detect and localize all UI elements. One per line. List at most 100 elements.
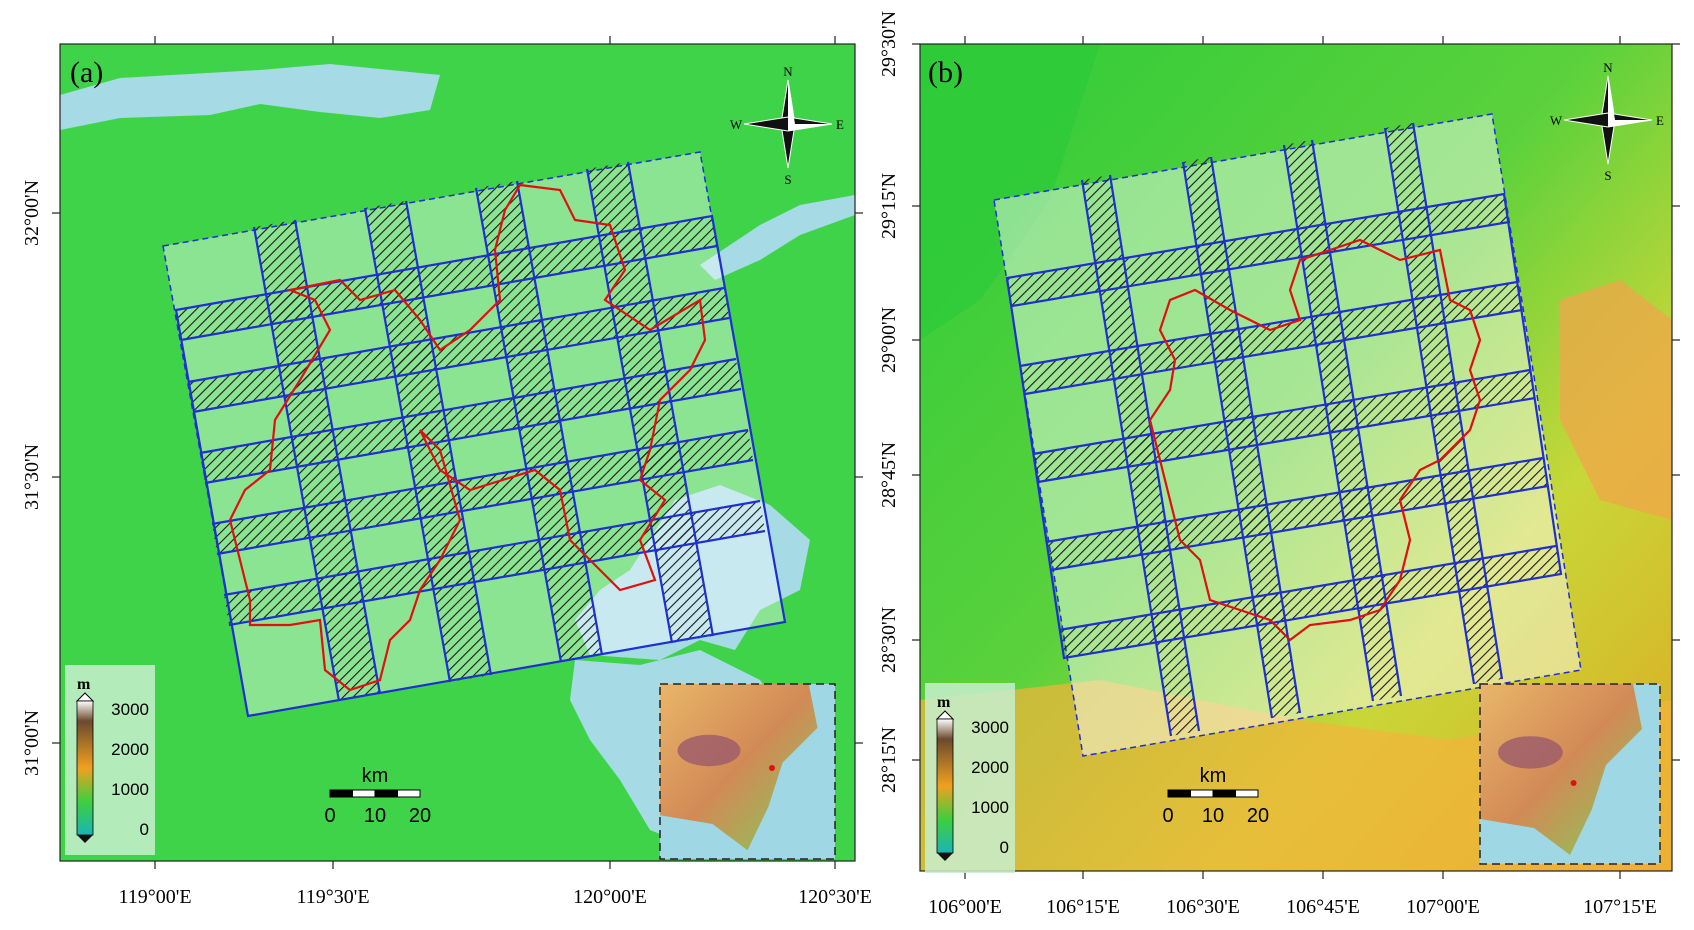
grid-line	[1310, 139, 1403, 697]
scale-value: 10	[364, 805, 386, 827]
grid-line	[1037, 396, 1536, 484]
compass-w: W	[1550, 113, 1563, 128]
hatch-col-1	[254, 220, 380, 701]
scale-value: 0	[324, 805, 335, 827]
lon-tick-label: 119°30'E	[296, 886, 369, 908]
study-site-marker	[769, 765, 775, 771]
grid-line	[211, 428, 749, 526]
hatch-col-2	[1183, 157, 1300, 718]
scale-value: 0	[1162, 805, 1173, 827]
grid-line	[1011, 220, 1510, 308]
panel-b-annotations: (b) 106°00'E 106°15'E 106°30'E 106°45'E 107°0…	[878, 11, 1680, 918]
legend-value: 0	[140, 820, 149, 839]
lat-tick-label: 31°00'N	[21, 710, 43, 776]
lat-tick-label: 29°15'N	[878, 173, 900, 239]
legend-value: 2000	[111, 740, 149, 759]
grid-line	[1045, 456, 1544, 544]
legend-value: 0	[1000, 838, 1009, 857]
lon-tick-label: 106°15'E	[1046, 896, 1120, 918]
legend-unit: m	[77, 676, 91, 693]
scale-unit: km	[1200, 765, 1227, 787]
elevation-legend: m 3000 2000 1000 0	[925, 683, 1015, 873]
lon-tick-label: 106°45'E	[1286, 896, 1360, 918]
lon-tick-label: 119°00'E	[118, 886, 191, 908]
panel-b-frame	[919, 43, 1673, 872]
lon-tick-label: 107°00'E	[1406, 896, 1480, 918]
panel-label: (b)	[928, 56, 963, 89]
grid-line	[187, 286, 725, 384]
overlay-layer: (a) 119°00'E 119°30'E 120°00'E 120°30'E 32°00…	[21, 11, 1680, 918]
panel-a-admin-boundary	[228, 183, 707, 692]
panel-b-hatch-strips	[1007, 123, 1561, 736]
grid-line	[1181, 161, 1274, 719]
grid-line	[585, 168, 674, 644]
hatch-col-4	[1385, 123, 1502, 684]
scale-value: 10	[1202, 805, 1224, 827]
grid-line	[515, 180, 604, 656]
grid-line	[1032, 368, 1531, 456]
lat-tick-label: 29°00'N	[878, 307, 900, 373]
grid-line	[1050, 484, 1549, 572]
hatch-row-2	[1020, 282, 1522, 394]
terrain-high-east	[1560, 280, 1672, 520]
scale-bar: km 0 10 20	[324, 765, 431, 827]
legend-value: 1000	[971, 798, 1009, 817]
grid-line	[252, 226, 341, 702]
hatch-col-1	[1082, 175, 1199, 736]
grid-outline	[1005, 192, 1563, 660]
scale-value: 20	[409, 805, 431, 827]
scale-unit: km	[362, 765, 389, 787]
lon-tick-label: 106°00'E	[928, 896, 1002, 918]
grid-line	[363, 207, 452, 683]
compass-e: E	[1656, 113, 1664, 128]
lat-tick-label: 28°45'N	[878, 442, 900, 508]
grid-line	[1058, 544, 1557, 632]
lat-tick-label: 29°30'N	[878, 11, 900, 77]
grid-line	[1019, 280, 1518, 368]
scale-value: 20	[1247, 805, 1269, 827]
panel-a	[59, 43, 856, 862]
hatch-col-4	[587, 162, 713, 643]
north-arrow-icon: N S E W	[1550, 60, 1664, 183]
locator-inset-map	[659, 683, 836, 860]
scale-bar: km 0 10 20	[1162, 765, 1269, 827]
north-arrow-icon: N S E W	[730, 64, 844, 187]
lat-tick-label: 32°00'N	[21, 180, 43, 246]
panel-b-admin-boundary	[1148, 238, 1482, 642]
legend-value: 1000	[111, 780, 149, 799]
grid-line	[192, 316, 730, 414]
grid-line	[293, 219, 382, 695]
yangtze-river-east	[700, 195, 855, 280]
compass-s: S	[784, 172, 791, 187]
compass-n: N	[783, 64, 793, 79]
grid-line	[1383, 127, 1476, 685]
compass-s: S	[1604, 168, 1611, 183]
legend-value: 3000	[111, 700, 149, 719]
grid-line	[199, 357, 737, 455]
locator-inset-map	[1479, 683, 1661, 865]
grid-outline	[174, 214, 787, 718]
grid-line	[404, 200, 493, 676]
panel-a-frame	[59, 43, 856, 862]
lon-tick-label: 106°30'E	[1166, 896, 1240, 918]
grid-line	[1411, 122, 1504, 680]
hatch-row-4	[1046, 458, 1548, 570]
study-site-marker	[1570, 780, 1577, 786]
compass-n: N	[1603, 60, 1613, 75]
panel-b-grid	[1005, 122, 1563, 737]
grid-line	[1024, 308, 1523, 396]
grid-line	[216, 458, 754, 556]
grid-line	[1282, 144, 1375, 702]
lat-tick-label: 28°15'N	[878, 727, 900, 793]
panel-a-annotations: (a) 119°00'E 119°30'E 120°00'E 120°30'E 32°00…	[21, 36, 872, 908]
compass-w: W	[730, 117, 743, 132]
hatch-row-1	[1007, 194, 1509, 306]
grid-line	[223, 499, 761, 597]
grid-line	[204, 387, 742, 485]
grid-line	[228, 529, 766, 627]
hatch-col-3	[1284, 140, 1401, 701]
elevation-legend: m 3000 2000 1000 0	[65, 665, 155, 855]
hatch-row-5	[1059, 546, 1561, 658]
lat-tick-label: 31°30'N	[21, 444, 43, 510]
